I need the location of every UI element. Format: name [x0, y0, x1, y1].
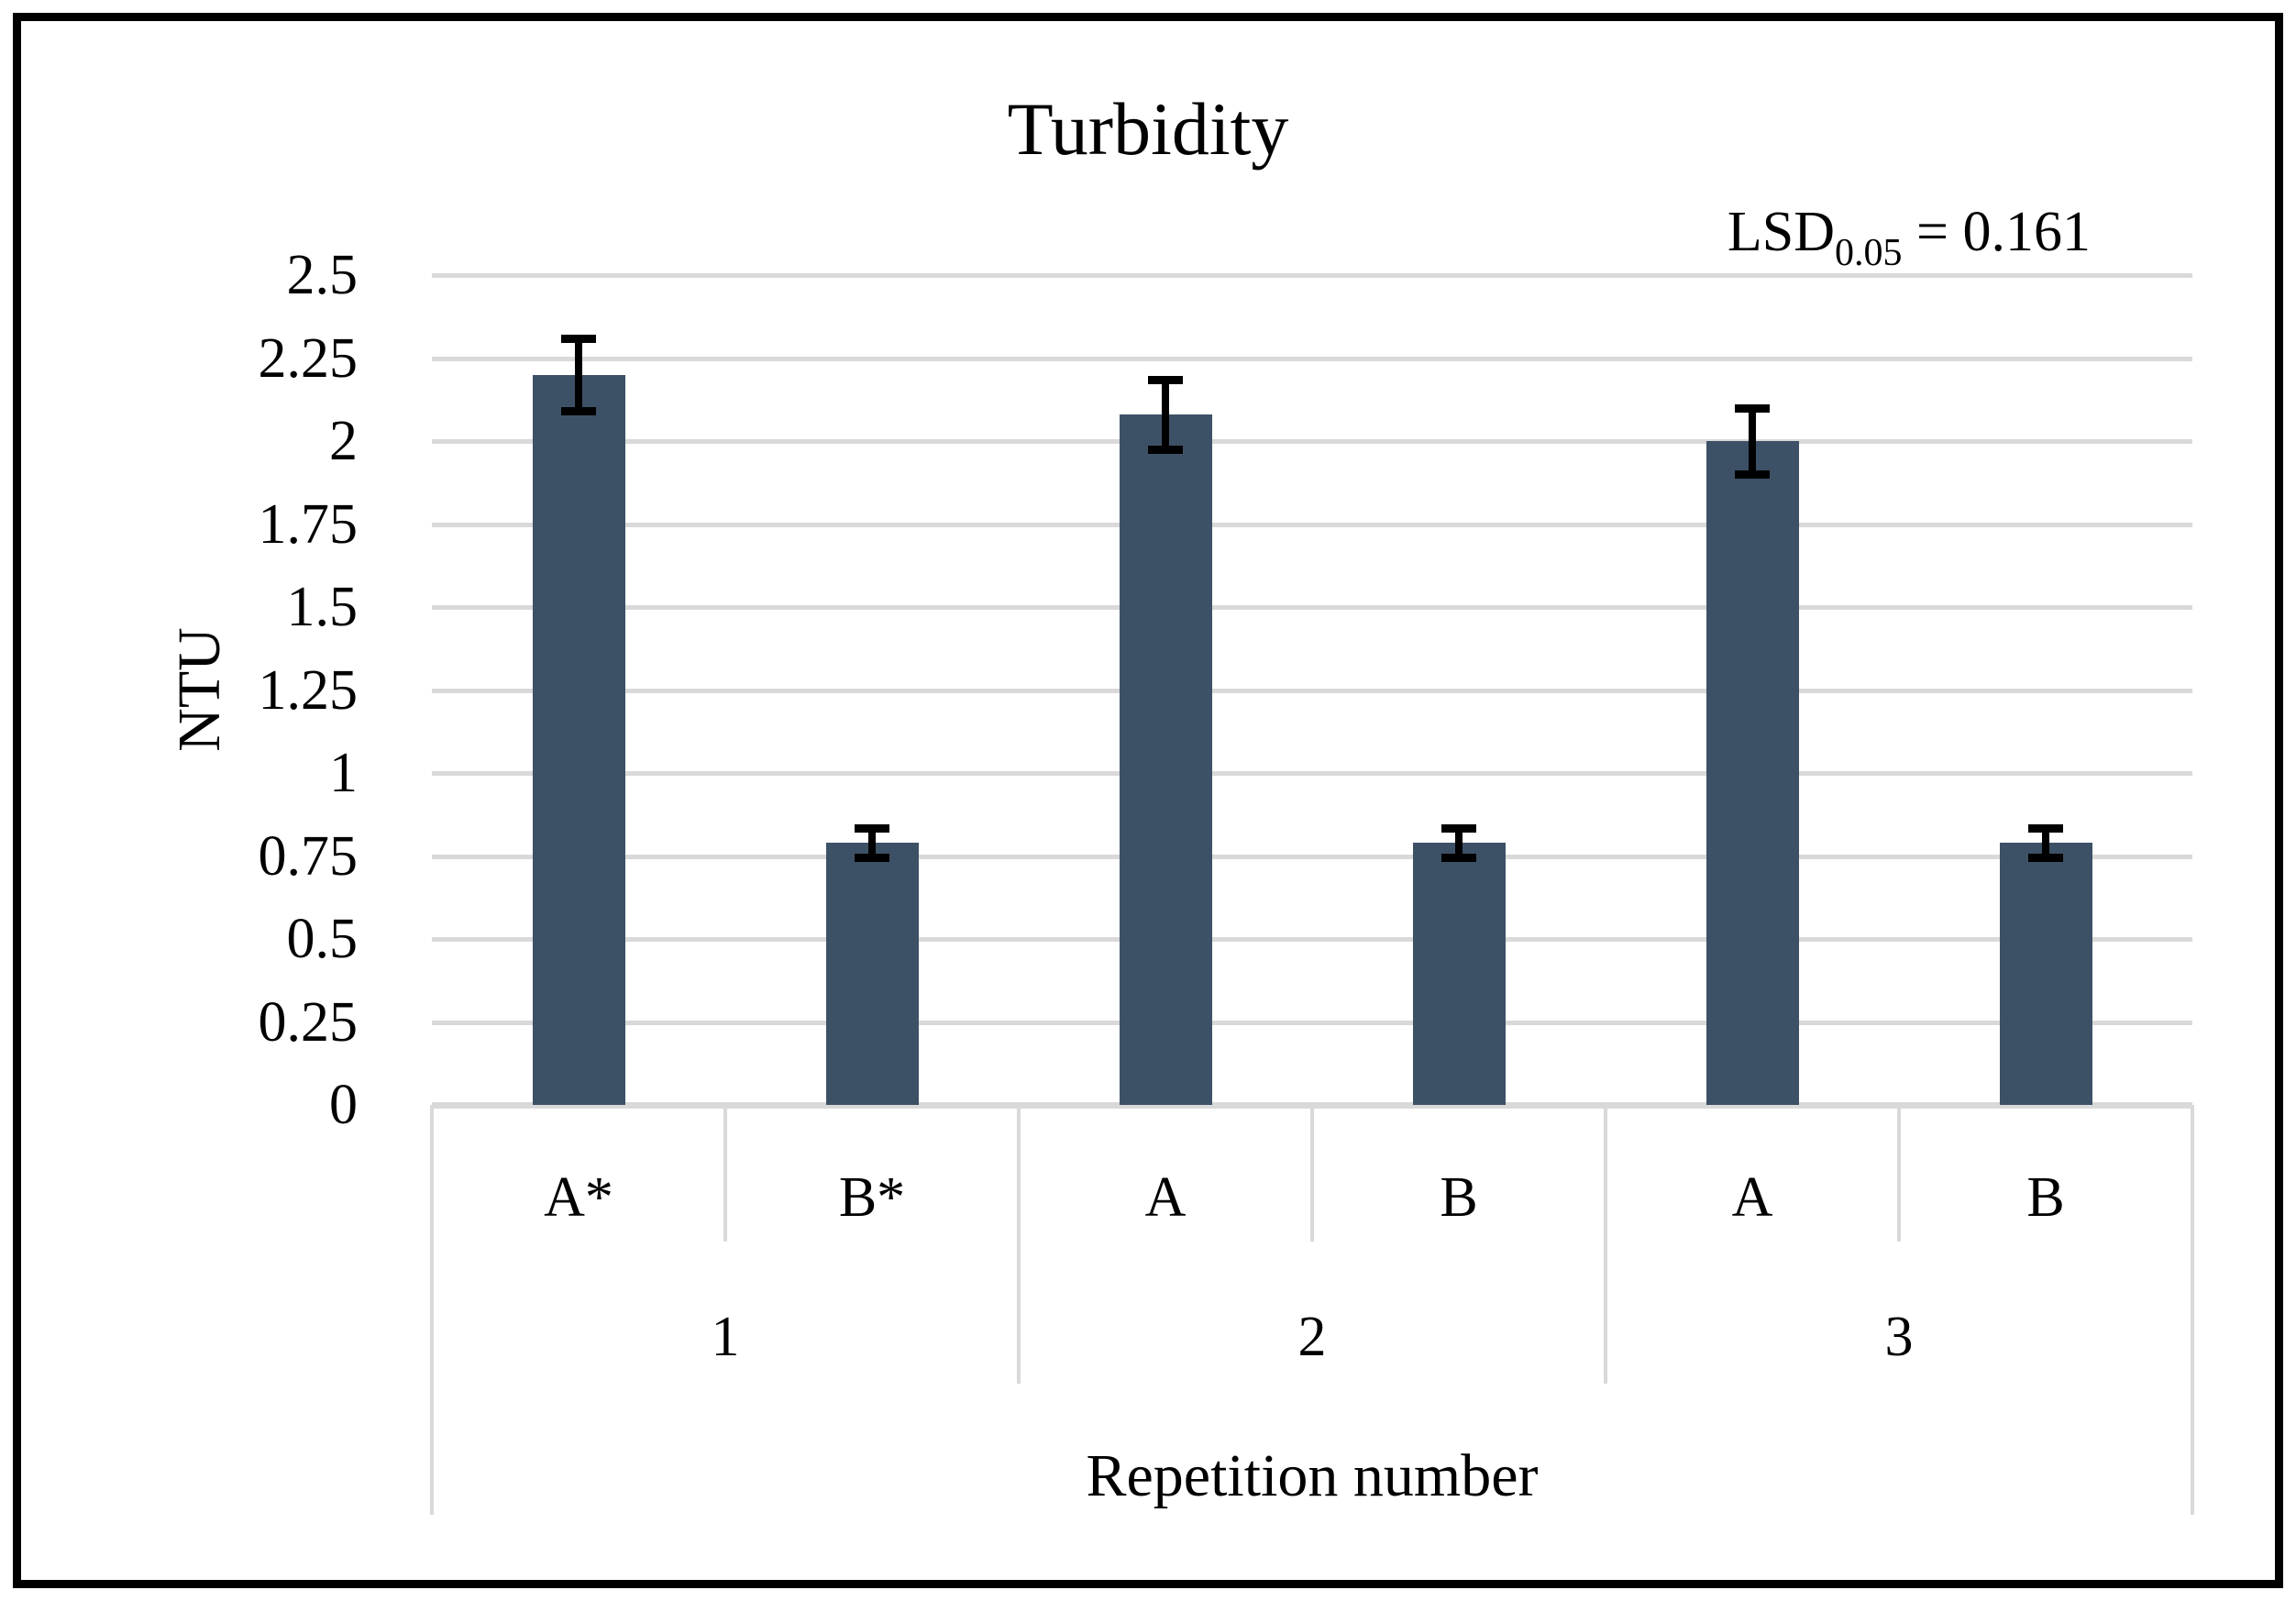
- y-tick-label: 0.5: [286, 908, 359, 970]
- y-tick-label: 1.5: [286, 576, 359, 638]
- gridline: [432, 357, 2192, 361]
- lsd-annotation-prefix: LSD: [1727, 201, 1836, 263]
- gridline: [432, 273, 2192, 278]
- category-label: B: [1440, 1166, 1478, 1229]
- error-bar-cap: [2028, 854, 2063, 862]
- error-bar-cap: [2028, 824, 2063, 833]
- error-bar-cap: [1148, 376, 1183, 384]
- bar: [533, 375, 625, 1105]
- error-bar: [1455, 828, 1463, 857]
- lsd-annotation-value: = 0.161: [1902, 201, 2091, 263]
- gridline: [432, 523, 2192, 527]
- chart-border-frame: [13, 13, 2283, 1588]
- error-bar: [2042, 828, 2049, 857]
- error-bar-cap: [855, 854, 889, 862]
- y-tick-label: 0: [329, 1074, 358, 1136]
- gridline: [432, 937, 2192, 942]
- gridline: [432, 439, 2192, 444]
- category-label: A*: [544, 1166, 613, 1229]
- category-divider: [1604, 1105, 1607, 1384]
- error-bar-cap: [561, 335, 596, 343]
- error-bar: [1162, 380, 1169, 449]
- y-tick-label: 2.25: [258, 327, 359, 390]
- error-bar: [868, 828, 876, 857]
- error-bar-cap: [1735, 470, 1770, 479]
- gridline: [432, 605, 2192, 610]
- group-label: 2: [1297, 1306, 1327, 1368]
- error-bar-cap: [1441, 854, 1476, 862]
- y-tick-label: 1: [329, 742, 358, 804]
- bar: [2000, 843, 2092, 1105]
- y-tick-label: 2.5: [286, 244, 359, 306]
- error-bar-cap: [1441, 824, 1476, 833]
- error-bar: [1749, 408, 1756, 474]
- gridline: [432, 689, 2192, 693]
- category-label: A: [1731, 1166, 1773, 1229]
- category-label: B: [2026, 1166, 2065, 1229]
- y-tick-label: 0.25: [258, 991, 359, 1054]
- group-label: 3: [1884, 1306, 1914, 1368]
- bar: [826, 843, 919, 1105]
- bar: [1120, 414, 1212, 1105]
- category-divider: [2191, 1105, 2194, 1515]
- group-label: 1: [711, 1306, 740, 1368]
- lsd-annotation-subscript: 0.05: [1835, 232, 1903, 274]
- bar: [1413, 843, 1506, 1105]
- category-divider: [1310, 1105, 1314, 1242]
- error-bar-cap: [855, 824, 889, 833]
- gridline: [432, 855, 2192, 859]
- chart-title: Turbidity: [1007, 87, 1289, 171]
- category-divider: [723, 1105, 727, 1242]
- error-bar-cap: [1735, 404, 1770, 413]
- category-label: B*: [838, 1166, 906, 1229]
- y-tick-label: 2: [329, 410, 358, 472]
- error-bar-cap: [561, 407, 596, 415]
- category-divider: [1017, 1105, 1021, 1384]
- y-tick-label: 1.25: [258, 659, 359, 722]
- lsd-annotation: LSD0.05 = 0.161: [1728, 200, 2091, 275]
- gridline: [432, 771, 2192, 776]
- error-bar-cap: [1148, 446, 1183, 454]
- x-axis-title: Repetition number: [1086, 1442, 1539, 1509]
- y-tick-label: 1.75: [258, 493, 359, 556]
- bar: [1706, 441, 1799, 1105]
- category-label: A: [1144, 1166, 1187, 1229]
- category-divider: [430, 1105, 434, 1515]
- gridline: [432, 1021, 2192, 1025]
- error-bar: [575, 338, 582, 411]
- y-tick-label: 0.75: [258, 825, 359, 888]
- category-divider: [1897, 1105, 1901, 1242]
